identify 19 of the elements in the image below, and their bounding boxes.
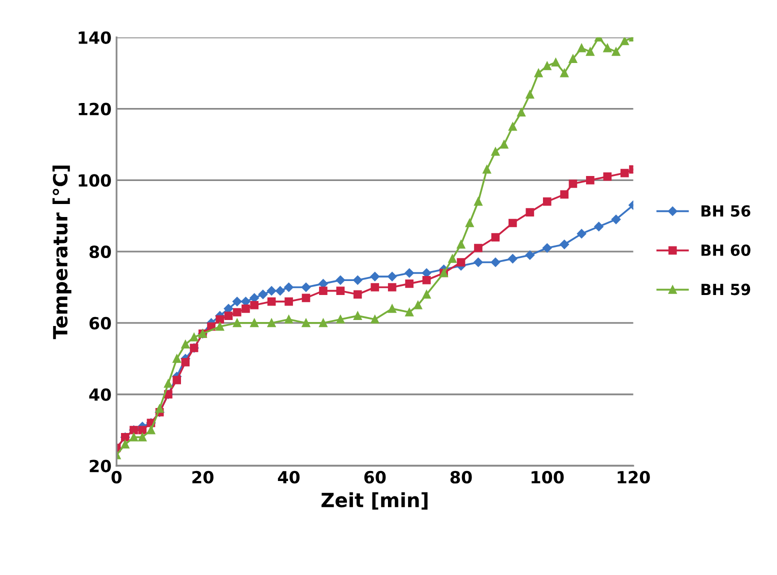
- y-tick-label: 40: [89, 388, 111, 401]
- y-tick-label: 120: [78, 102, 111, 116]
- legend-label: BH 56: [702, 205, 750, 217]
- legend-label: BH 59: [702, 284, 750, 296]
- x-tick-label: 0: [112, 470, 122, 484]
- y-tick-label: 80: [90, 246, 111, 258]
- y-tick-label: 140: [78, 31, 111, 44]
- x-tick-label: 60: [364, 470, 386, 484]
- x-tick-label: 100: [532, 470, 564, 484]
- x-axis-title: Zeit [min]: [321, 492, 428, 510]
- legend-label: BH 60: [702, 244, 750, 256]
- x-tick-label: 120: [618, 470, 650, 484]
- x-tick-label: 40: [278, 470, 300, 484]
- x-tick-label: 20: [192, 470, 214, 484]
- y-tick-label: 60: [90, 316, 111, 330]
- y-tick-label: 20: [90, 460, 111, 472]
- x-tick-label: 80: [450, 470, 472, 484]
- y-axis-title: Temperatur [°C]: [52, 166, 72, 340]
- y-tick-label: 100: [78, 174, 111, 187]
